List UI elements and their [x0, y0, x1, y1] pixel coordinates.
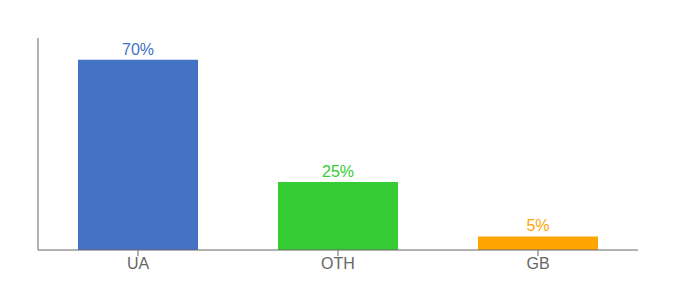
svg-text:OTH: OTH: [321, 255, 355, 272]
svg-text:UA: UA: [127, 255, 150, 272]
svg-text:GB: GB: [526, 255, 549, 272]
svg-text:5%: 5%: [526, 217, 549, 234]
svg-text:70%: 70%: [122, 41, 154, 58]
svg-text:25%: 25%: [322, 163, 354, 180]
